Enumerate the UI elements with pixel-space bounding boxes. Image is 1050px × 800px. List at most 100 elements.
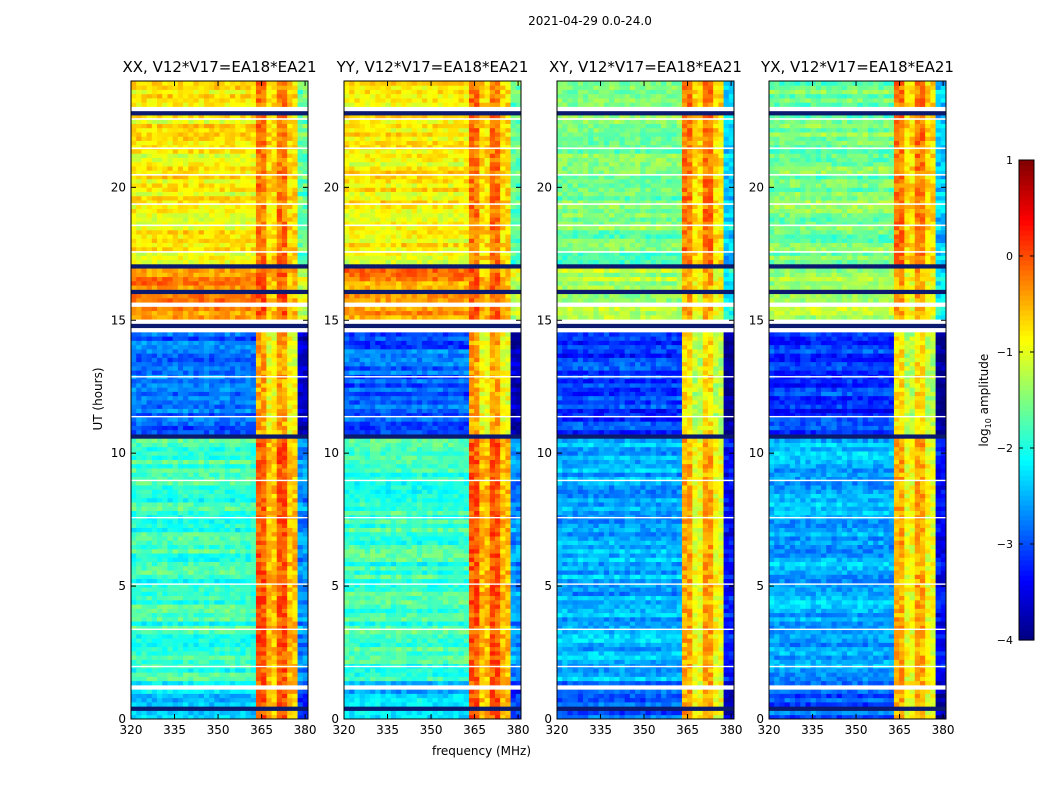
heatmap-cell <box>141 565 148 571</box>
heatmap-cell <box>219 446 226 452</box>
heatmap-cell <box>141 132 148 137</box>
heatmap-cell <box>292 574 298 580</box>
heatmap-flag-row <box>131 110 308 116</box>
heatmap-cell <box>172 221 179 227</box>
heatmap-cell <box>151 642 158 648</box>
heatmap-cell <box>250 638 257 643</box>
heatmap-cell <box>162 489 168 494</box>
heatmap-cell <box>193 204 200 209</box>
heatmap-cell <box>203 229 210 235</box>
heatmap-cell <box>235 421 241 426</box>
heatmap-flag-row <box>131 319 308 324</box>
heatmap-cell <box>245 442 252 448</box>
heatmap-cell <box>266 455 272 460</box>
heatmap-cell <box>177 591 184 597</box>
heatmap-cell <box>281 714 288 720</box>
heatmap-cell <box>271 455 278 460</box>
heatmap-cell <box>157 89 163 95</box>
heatmap-cell <box>240 680 246 686</box>
heatmap-cell <box>240 472 246 477</box>
heatmap-cell <box>167 591 174 597</box>
heatmap-cell <box>292 417 298 422</box>
heatmap-cell <box>292 221 298 227</box>
heatmap-cell <box>183 268 189 273</box>
heatmap-cell <box>203 187 210 192</box>
heatmap-cell <box>281 208 288 214</box>
heatmap-cell <box>141 659 148 665</box>
heatmap-cell <box>261 565 267 571</box>
heatmap-cell <box>162 689 168 694</box>
heatmap-cell <box>281 127 288 133</box>
heatmap-cell <box>235 246 241 252</box>
heatmap-cell <box>214 476 220 482</box>
heatmap-cell <box>193 123 200 129</box>
heatmap-cell <box>276 242 283 248</box>
heatmap-cell <box>188 714 194 720</box>
heatmap-cell <box>131 314 137 320</box>
heatmap-cell <box>193 98 200 103</box>
heatmap-cell <box>271 697 278 703</box>
heatmap-cell <box>261 693 267 699</box>
heatmap-cell <box>219 306 226 312</box>
heatmap-cell <box>229 480 236 486</box>
heatmap-cell <box>157 408 163 414</box>
heatmap-cell <box>287 297 293 303</box>
heatmap-cell <box>193 493 200 499</box>
heatmap-cell <box>287 255 293 261</box>
heatmap-cell <box>188 157 194 163</box>
heatmap-cell <box>193 229 200 235</box>
heatmap-cell <box>219 161 226 167</box>
heatmap-cell <box>292 604 298 609</box>
heatmap-cell <box>162 306 168 312</box>
heatmap-cell <box>172 616 179 622</box>
heatmap-cell <box>240 229 246 235</box>
heatmap-cell <box>354 689 361 694</box>
heatmap-cell <box>266 306 272 312</box>
heatmap-cell <box>162 365 168 371</box>
heatmap-cell <box>214 544 220 550</box>
heatmap-cell <box>224 582 231 588</box>
heatmap-cell <box>287 638 293 643</box>
heatmap-cell <box>235 548 241 554</box>
heatmap-cell <box>245 183 252 188</box>
heatmap-cell <box>281 672 288 677</box>
heatmap-cell <box>162 238 168 244</box>
heatmap-cell <box>172 489 179 494</box>
heatmap-cell <box>141 89 148 95</box>
heatmap-cell <box>411 697 418 703</box>
heatmap-cell <box>172 650 179 656</box>
heatmap-cell <box>297 370 304 375</box>
heatmap-cell <box>281 306 288 312</box>
heatmap-cell <box>255 595 262 601</box>
heatmap-cell <box>266 510 272 516</box>
heatmap-cell <box>203 642 210 648</box>
heatmap-cell <box>250 242 257 248</box>
heatmap-cell <box>172 234 179 239</box>
heatmap-cell <box>245 157 252 163</box>
heatmap-cell <box>172 621 179 626</box>
heatmap-cell <box>261 119 267 124</box>
heatmap-cell <box>297 280 304 286</box>
heatmap-cell <box>235 357 241 363</box>
heatmap-cell <box>162 612 168 618</box>
heatmap-cell <box>209 553 215 558</box>
heatmap-cell <box>151 701 158 707</box>
heatmap-cell <box>219 127 226 133</box>
heatmap-cell <box>219 438 226 443</box>
heatmap-cell <box>193 472 200 477</box>
heatmap-cell <box>297 225 304 231</box>
heatmap-cell <box>167 127 174 133</box>
heatmap-cell <box>297 272 304 278</box>
heatmap-cell <box>229 144 236 150</box>
heatmap-cell <box>287 672 293 677</box>
heatmap-cell <box>162 149 168 154</box>
heatmap-cell <box>141 204 148 209</box>
heatmap-cell <box>287 115 293 120</box>
heatmap-cell <box>245 285 252 290</box>
heatmap-cell <box>271 642 278 648</box>
heatmap-cell <box>276 463 283 469</box>
heatmap-cell <box>198 285 205 290</box>
heatmap-cell <box>370 714 376 720</box>
heatmap-cell <box>266 646 272 652</box>
heatmap-cell <box>266 676 272 682</box>
